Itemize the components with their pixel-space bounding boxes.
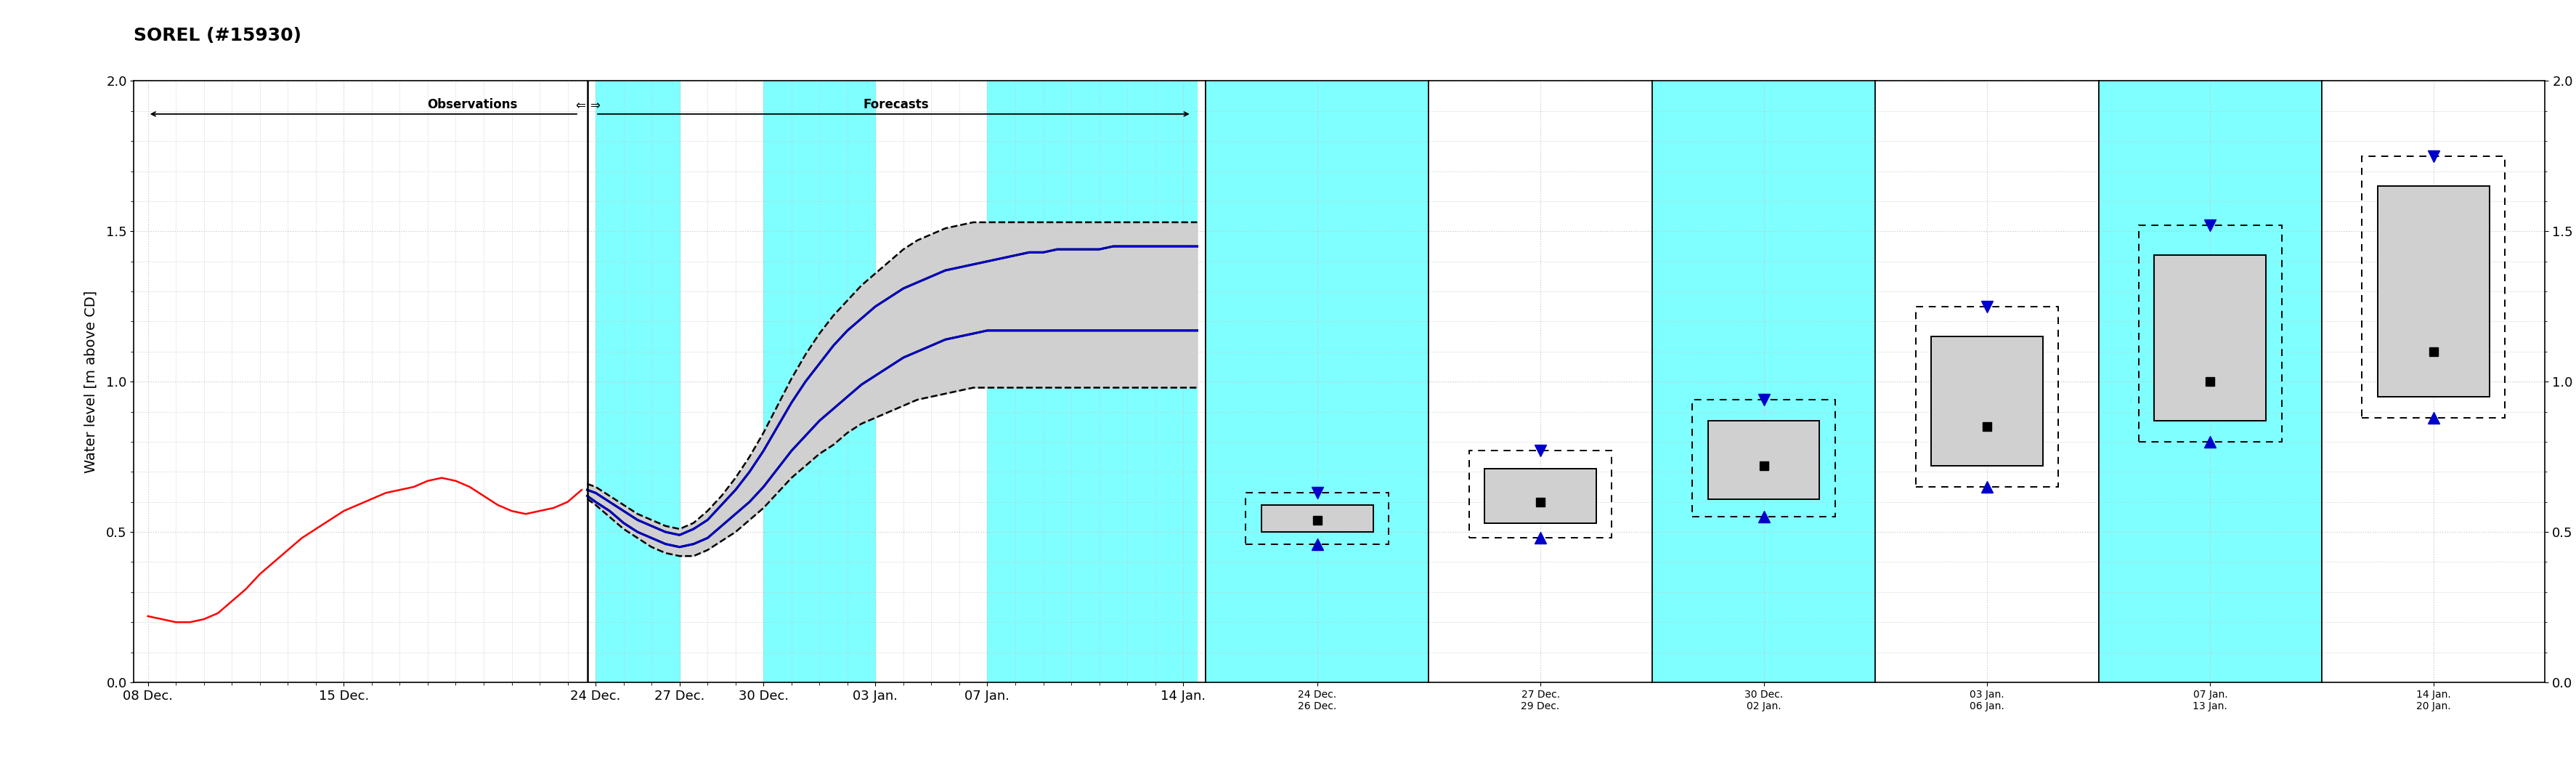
Bar <box>987 81 1198 682</box>
Bar <box>1484 469 1597 523</box>
Text: 95%: 95% <box>1203 381 1231 394</box>
Bar <box>2362 156 2504 418</box>
Text: Forecasts: Forecasts <box>863 98 930 111</box>
Text: 85%: 85% <box>1203 324 1234 337</box>
Text: 15%: 15% <box>1203 240 1234 253</box>
Text: SOREL (#15930): SOREL (#15930) <box>134 27 301 45</box>
Bar <box>762 81 876 682</box>
Text: 5%: 5% <box>1203 216 1224 229</box>
Bar <box>1247 493 1388 544</box>
Bar <box>2154 255 2267 421</box>
Bar <box>1932 336 2043 466</box>
Bar <box>595 81 680 682</box>
Bar <box>1708 421 1819 499</box>
Bar <box>1692 399 1834 517</box>
Text: Observations: Observations <box>428 98 518 111</box>
Bar <box>1917 306 2058 487</box>
Bar <box>2138 225 2282 442</box>
Bar <box>1262 505 1373 532</box>
Text: $\Leftarrow\Rightarrow$: $\Leftarrow\Rightarrow$ <box>572 98 600 111</box>
Y-axis label: Water level [m above CD]: Water level [m above CD] <box>85 291 98 473</box>
Bar <box>2378 187 2488 396</box>
Bar <box>1468 451 1613 538</box>
